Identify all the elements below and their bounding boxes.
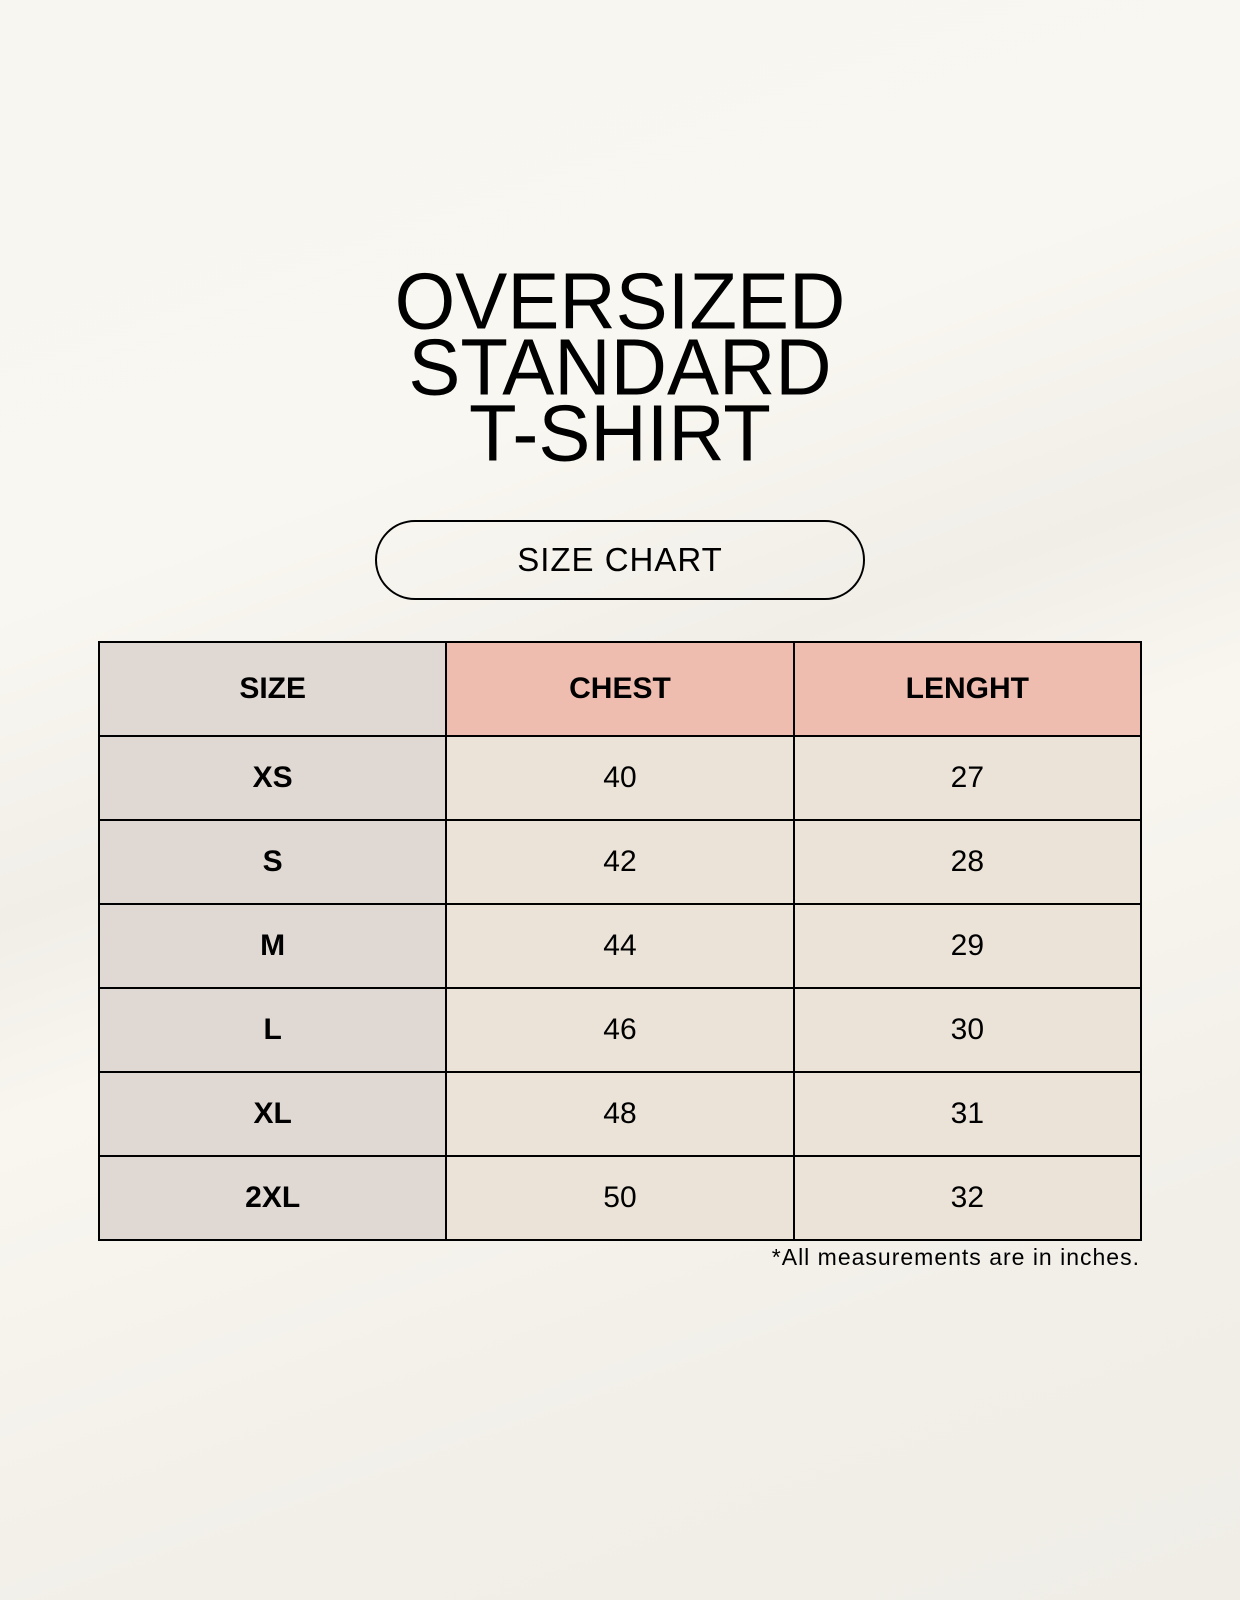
header-length: LENGHT	[792, 641, 1143, 737]
title-line: STANDARD	[408, 322, 832, 412]
cell-size: S	[97, 819, 448, 905]
cell-chest: 42	[445, 819, 795, 905]
cell-chest: 40	[445, 735, 795, 821]
size-chart-badge: SIZE CHART	[375, 520, 865, 600]
title-line: T-SHIRT	[469, 388, 771, 478]
cell-chest: 50	[445, 1155, 795, 1241]
table-row: M 44 29	[97, 903, 1143, 989]
header-size: SIZE	[97, 641, 448, 737]
table-row: XL 48 31	[97, 1071, 1143, 1157]
cell-length: 29	[792, 903, 1143, 989]
table-header-row: SIZE CHEST LENGHT	[97, 641, 1143, 737]
title-line: OVERSIZED	[394, 256, 846, 346]
header-chest: CHEST	[445, 641, 795, 737]
cell-length: 27	[792, 735, 1143, 821]
cell-chest: 44	[445, 903, 795, 989]
cell-length: 31	[792, 1071, 1143, 1157]
table-row: XS 40 27	[97, 735, 1143, 821]
measurement-note: *All measurements are in inches.	[771, 1244, 1140, 1270]
cell-size: 2XL	[97, 1155, 448, 1241]
cell-length: 30	[792, 987, 1143, 1073]
cell-size: M	[97, 903, 448, 989]
cell-size: XL	[97, 1071, 448, 1157]
table-row: L 46 30	[97, 987, 1143, 1073]
table-row: S 42 28	[97, 819, 1143, 905]
table-row: 2XL 50 32	[97, 1155, 1143, 1241]
cell-chest: 46	[445, 987, 795, 1073]
size-table: SIZE CHEST LENGHT XS 40 27 S 42 28 M 44 29 L 46 30 X…	[97, 641, 1143, 1241]
cell-size: L	[97, 987, 448, 1073]
cell-length: 32	[792, 1155, 1143, 1241]
cell-length: 28	[792, 819, 1143, 905]
cell-chest: 48	[445, 1071, 795, 1157]
page-title: OVERSIZED STANDARD T-SHIRT	[0, 256, 1240, 478]
cell-size: XS	[97, 735, 448, 821]
